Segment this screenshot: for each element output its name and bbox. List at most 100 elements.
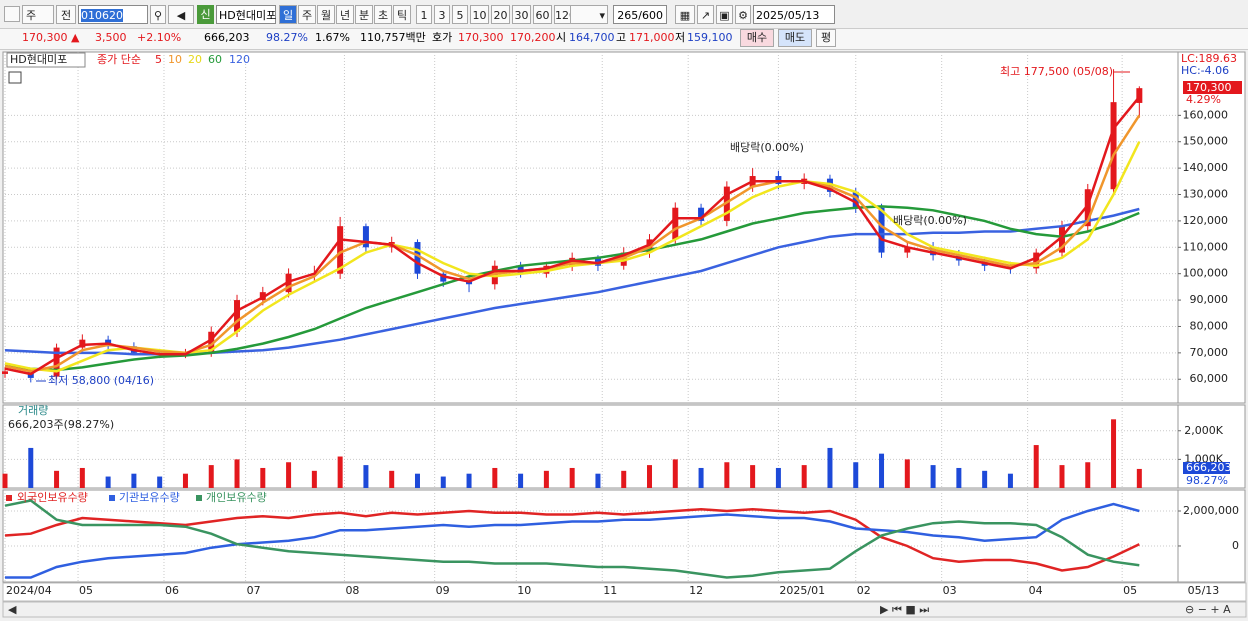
volume-bar xyxy=(672,459,678,488)
period-type-select[interactable]: 주 xyxy=(22,5,54,24)
scrollbar[interactable] xyxy=(2,601,1247,618)
sell-button[interactable]: 매도 xyxy=(778,29,812,47)
x-tick-label: 05/13 xyxy=(1188,584,1220,597)
trade-value: 110,757백만 xyxy=(360,31,426,44)
volume-bar xyxy=(131,473,137,488)
x-tick-label: 05 xyxy=(79,584,93,597)
toolbar-button[interactable]: 년 xyxy=(336,5,354,24)
candle-body xyxy=(53,347,60,377)
candle-body xyxy=(234,300,241,332)
candle-body xyxy=(852,191,859,208)
tool-icon[interactable]: ▦ xyxy=(675,5,695,24)
buy-button[interactable]: 매수 xyxy=(740,29,774,47)
volume-bar xyxy=(904,459,910,488)
candle-body xyxy=(1136,88,1143,103)
date-input[interactable]: 2025/05/13 xyxy=(753,5,835,24)
toolbar-button[interactable]: 3 xyxy=(434,5,450,24)
toolbar-button[interactable]: 분 xyxy=(355,5,373,24)
candle-body xyxy=(1110,102,1117,190)
toolbar-button[interactable]: 일 xyxy=(279,5,297,24)
legend-entry: 10 xyxy=(168,53,182,66)
toolbar-button[interactable]: 5 xyxy=(452,5,468,24)
toolbar-button[interactable]: 10 xyxy=(470,5,489,24)
volume-bar xyxy=(105,476,111,488)
avg-button[interactable]: 평 xyxy=(816,29,836,47)
y-tick-label: 140,000 xyxy=(1183,161,1229,174)
prev-button[interactable]: 전 xyxy=(56,5,76,24)
scroll-right[interactable]: ▶ ⏮ ■ ⏭ xyxy=(880,603,929,616)
legend-entry: 60 xyxy=(208,53,222,66)
x-tick-label: 04 xyxy=(1029,584,1043,597)
volume-bar xyxy=(647,465,653,488)
annotation: 최저 58,800 (04/16) xyxy=(48,374,154,387)
scroll-left[interactable]: ◀ xyxy=(8,603,17,616)
y-tick-label: 100,000 xyxy=(1183,267,1229,280)
code-input[interactable]: 010620 xyxy=(78,5,148,24)
x-tick-label: 06 xyxy=(165,584,179,597)
save-icon[interactable]: ▣ xyxy=(716,5,733,24)
volume-bar xyxy=(389,470,395,488)
y-tick-label: 120,000 xyxy=(1183,214,1229,227)
volume-bar xyxy=(801,465,807,488)
volume-bar xyxy=(311,470,317,488)
candle-body xyxy=(337,226,344,274)
toolbar-button[interactable]: 초 xyxy=(374,5,392,24)
table-icon[interactable] xyxy=(8,71,22,84)
zoom-controls[interactable]: ⊖ − + A xyxy=(1185,603,1231,616)
volume-ratio: 98.27% xyxy=(266,31,308,44)
volume-bar xyxy=(621,470,627,488)
toolbar-button[interactable]: 주 xyxy=(298,5,316,24)
toolbar-button[interactable]: 월 xyxy=(317,5,335,24)
volume-bar xyxy=(1111,419,1117,488)
panel-title: 거래량 xyxy=(18,404,48,417)
annotation: 최고 177,500 (05/08) xyxy=(1000,65,1113,78)
ma-line xyxy=(4,96,1141,376)
toolbar-button[interactable]: 틱 xyxy=(393,5,411,24)
volume-bar xyxy=(1085,462,1091,488)
side-label: HC:-4.06 xyxy=(1181,64,1229,77)
candle-body xyxy=(878,207,885,253)
info-bar xyxy=(0,28,1248,50)
volume-bar xyxy=(569,467,575,488)
x-tick-label: 2025/01 xyxy=(779,584,825,597)
y-tick-label: 80,000 xyxy=(1190,319,1229,332)
legend-swatch xyxy=(109,495,115,501)
volume-bar xyxy=(234,459,240,488)
side-label: 98.27% xyxy=(1186,474,1228,487)
legend-entry: 기관보유수량 xyxy=(119,491,180,504)
change-rate: +2.10% xyxy=(137,31,182,44)
change: 3,500 xyxy=(95,31,127,44)
sound-button[interactable]: ◀ xyxy=(168,5,194,24)
ask: 170,300 xyxy=(458,31,504,44)
legend-entry: 20 xyxy=(188,53,202,66)
interval-select[interactable]: ▾ xyxy=(570,5,608,24)
toolbar-button[interactable]: 60 xyxy=(533,5,552,24)
volume-bar xyxy=(286,462,292,488)
settings-icon[interactable]: ⚙ xyxy=(735,5,751,24)
volume-bar xyxy=(466,473,472,488)
legend-box xyxy=(6,52,86,68)
volume-bar xyxy=(54,470,60,488)
toolbar-button[interactable]: 30 xyxy=(512,5,531,24)
tool-icon[interactable]: ↗ xyxy=(697,5,714,24)
axis-frame xyxy=(1177,404,1246,489)
volume-bar xyxy=(982,470,988,488)
bar-count[interactable]: 265/600 xyxy=(613,5,667,24)
x-tick-label: 03 xyxy=(943,584,957,597)
volume-bar xyxy=(182,473,188,488)
holding-line xyxy=(5,502,1140,579)
candle-body xyxy=(1058,226,1065,253)
price: 170,300 ▲ xyxy=(22,31,80,44)
volume-bar xyxy=(595,473,601,488)
candle-body xyxy=(414,242,421,274)
side-label: LC:189.63 xyxy=(1181,52,1237,65)
menu-icon[interactable] xyxy=(4,6,20,22)
search-button[interactable]: ⚲ xyxy=(150,5,166,24)
volume-bar xyxy=(930,465,936,488)
volume: 666,203 xyxy=(204,31,250,44)
toolbar-button[interactable]: 1 xyxy=(416,5,432,24)
candle-body xyxy=(904,247,911,253)
candle-body xyxy=(1084,189,1091,227)
toolbar-button[interactable]: 20 xyxy=(491,5,510,24)
